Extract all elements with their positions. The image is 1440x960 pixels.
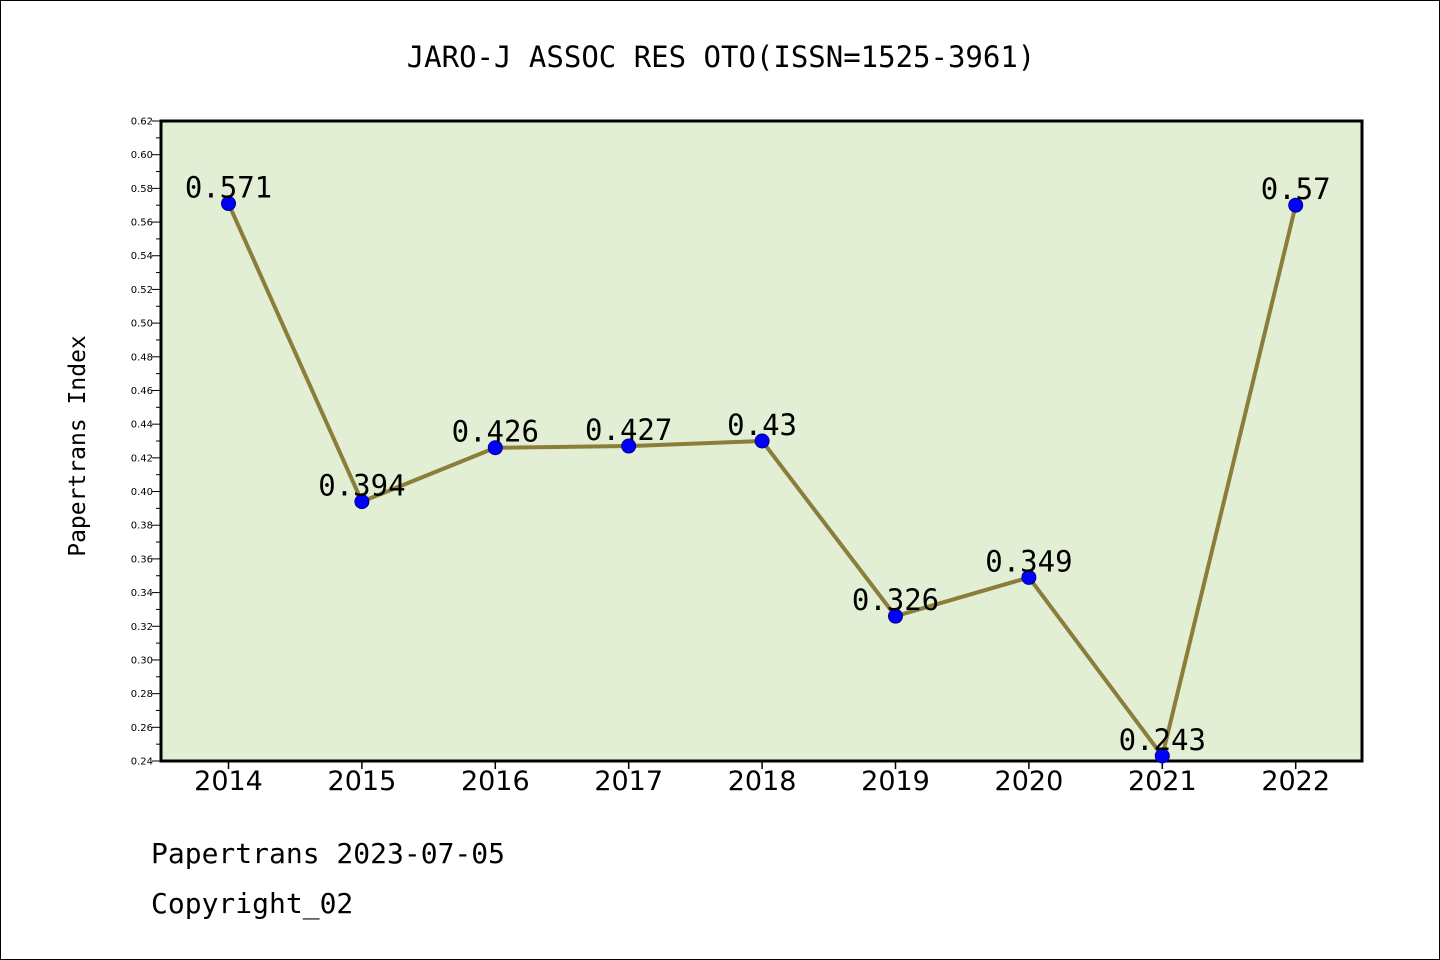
data-label: 0.571	[185, 171, 272, 205]
y-tick-label: 0.62	[131, 117, 153, 128]
data-point	[1021, 569, 1037, 585]
x-tick-label: 2022	[1261, 766, 1330, 797]
plot-border	[159, 119, 1364, 763]
y-axis-label: Papertrans Index	[65, 335, 91, 557]
y-tick-label: 0.32	[131, 622, 153, 633]
y-tick-label: 0.30	[131, 655, 153, 666]
y-tick-label: 0.56	[131, 218, 153, 229]
y-tick-label: 0.40	[131, 487, 153, 498]
data-point	[754, 433, 770, 449]
x-tick-label: 2016	[461, 766, 530, 797]
y-tick-label: 0.34	[131, 588, 153, 599]
data-point	[487, 440, 503, 456]
data-point	[888, 608, 903, 624]
y-tick-label: 0.36	[131, 554, 153, 565]
x-tick-label: 2014	[194, 766, 263, 797]
data-point	[1154, 748, 1170, 764]
chart-title: JARO-J ASSOC RES OTO(ISSN=1525-3961)	[407, 40, 1036, 74]
data-label: 0.326	[852, 583, 939, 617]
data-label: 0.57	[1261, 172, 1331, 206]
y-tick-label: 0.46	[131, 386, 153, 397]
data-label: 0.427	[585, 413, 672, 447]
y-tick-label: 0.50	[131, 319, 153, 330]
y-tick-label: 0.54	[131, 251, 153, 262]
y-tick-label: 0.28	[131, 689, 153, 700]
y-tick-label: 0.60	[131, 150, 153, 161]
data-label: 0.394	[318, 469, 405, 503]
x-tick-label: 2017	[594, 766, 663, 797]
footer-date: Papertrans 2023-07-05	[151, 837, 506, 870]
x-tick-label: 2021	[1128, 766, 1197, 797]
footer-copyright: Copyright_02	[151, 887, 354, 920]
y-tick-label: 0.42	[131, 453, 153, 464]
y-tick-label: 0.48	[131, 352, 153, 363]
y-tick-label: 0.44	[131, 420, 153, 431]
data-point	[1288, 197, 1304, 213]
x-tick-label: 2019	[861, 766, 930, 797]
y-tick-label: 0.58	[131, 184, 153, 195]
x-tick-label: 2018	[728, 766, 797, 797]
data-label: 0.349	[985, 544, 1072, 578]
y-tick-label: 0.38	[131, 521, 153, 532]
data-point	[354, 494, 370, 510]
data-label: 0.43	[727, 408, 797, 442]
x-tick-label: 2015	[328, 766, 397, 797]
y-tick-label: 0.24	[131, 757, 153, 768]
data-point	[621, 438, 637, 454]
y-tick-label: 0.26	[131, 723, 153, 734]
x-tick-label: 2020	[995, 766, 1064, 797]
y-tick-label: 0.52	[131, 285, 153, 296]
data-label: 0.426	[452, 415, 539, 449]
data-point	[221, 196, 236, 212]
data-label: 0.243	[1119, 723, 1206, 757]
